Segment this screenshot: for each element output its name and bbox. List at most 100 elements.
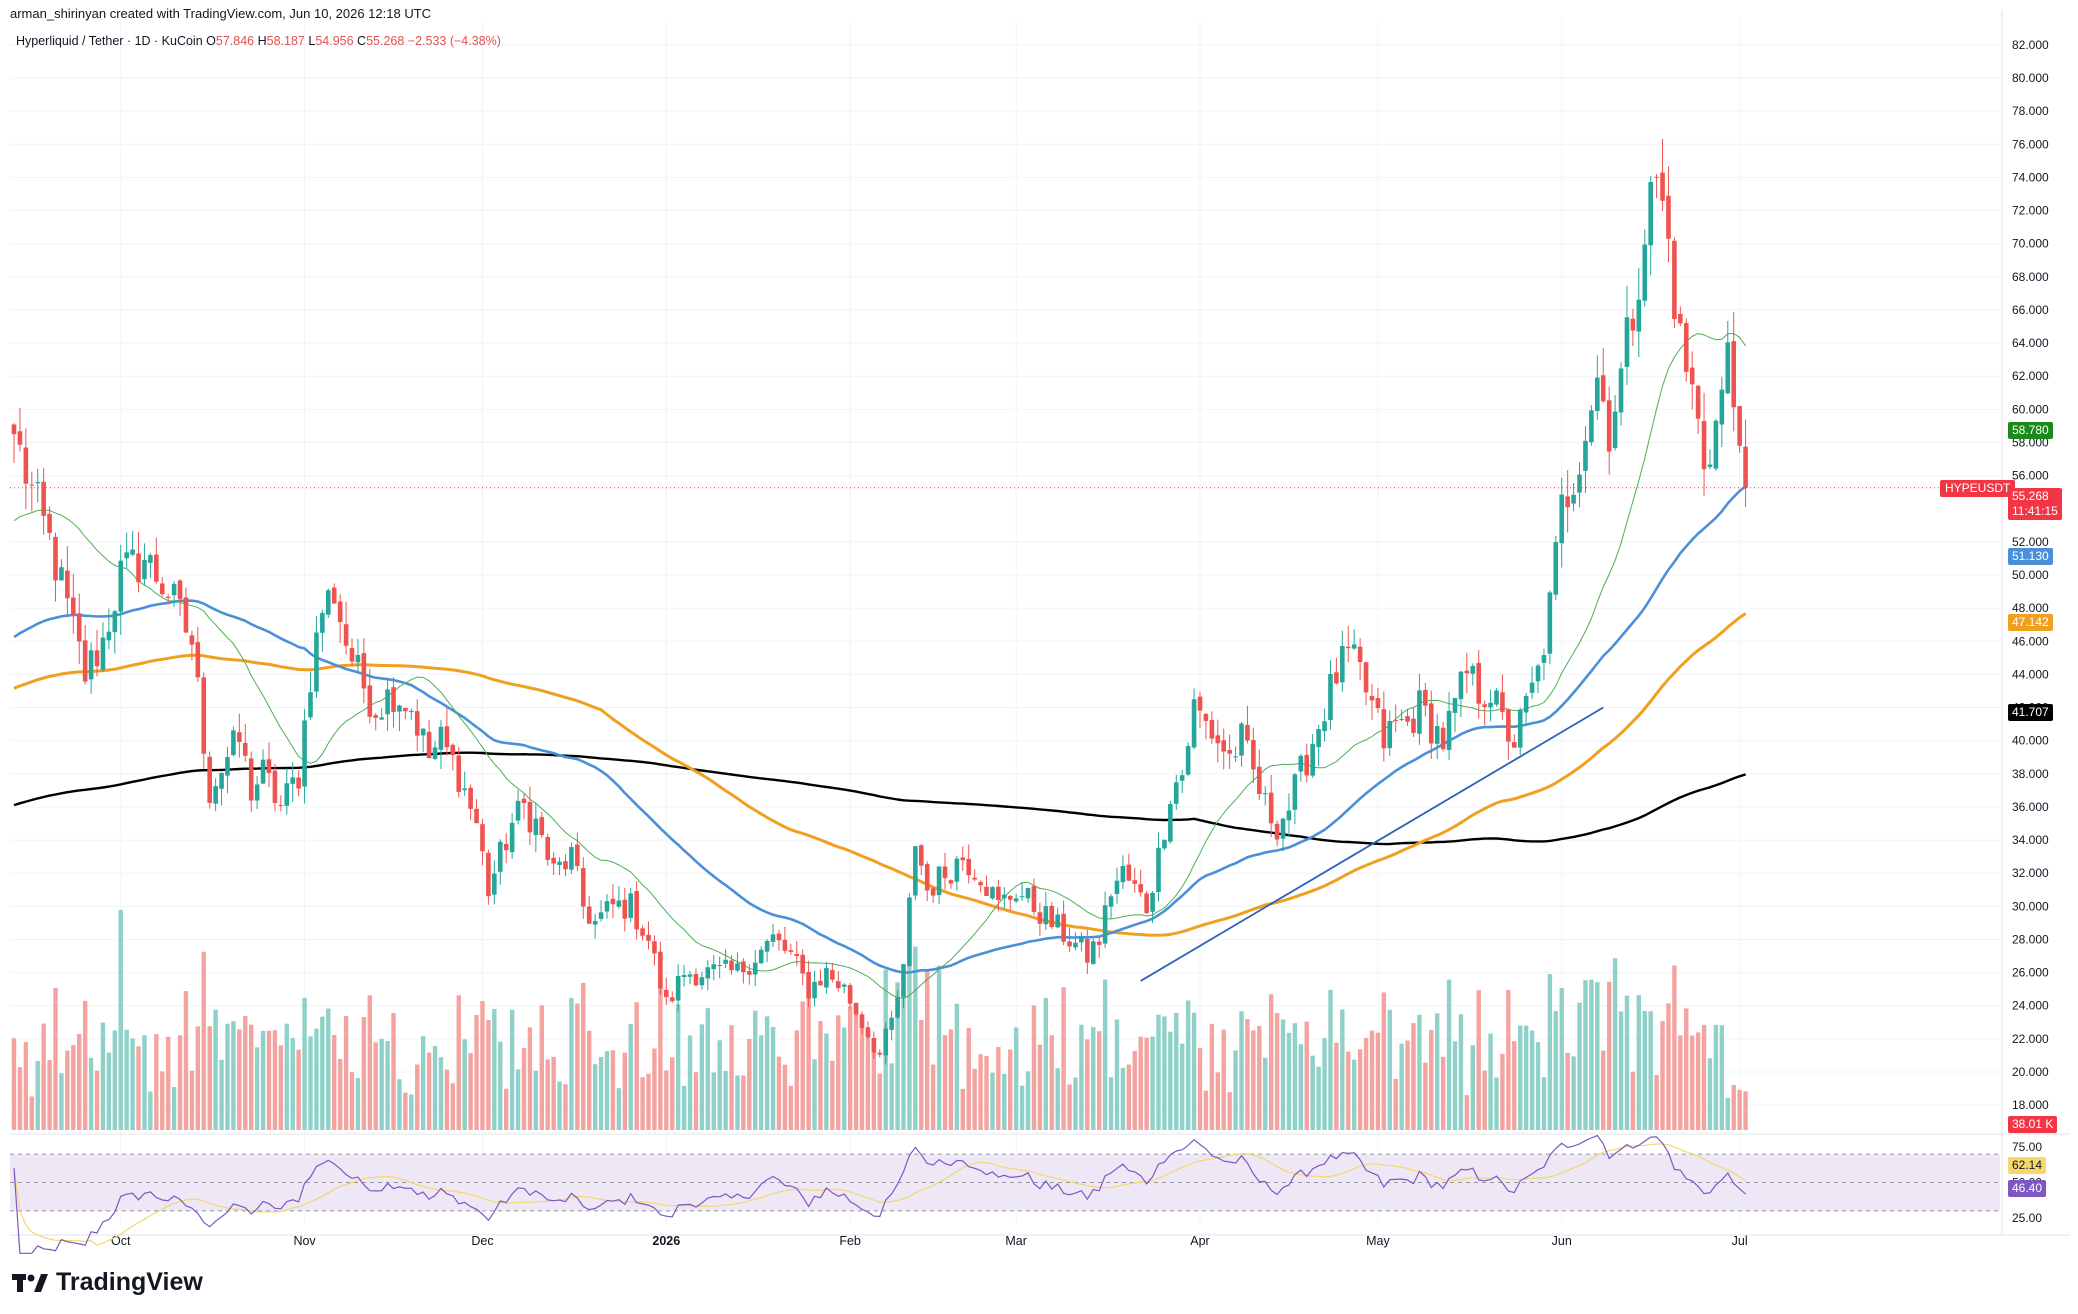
volume-bar [308,1036,313,1130]
price-tick-label: 44.000 [2012,667,2049,681]
candle-body [1002,894,1007,899]
volume-bar [1144,1037,1149,1130]
candle-body [325,590,331,615]
candle-body [628,893,634,918]
volume-bar [462,1039,467,1130]
candle [699,971,705,990]
candle-body [865,1027,871,1038]
volume-bar [581,982,586,1130]
volume-bar [278,1045,284,1130]
candle-body [231,730,236,756]
candle-body [741,961,746,973]
candle [818,969,823,986]
volume-bar [468,1053,473,1130]
candle-body [1672,240,1677,319]
ohlc-low: L54.956 [308,34,354,48]
candle [960,846,966,871]
candle-body [1108,896,1114,907]
volume-bar [1049,1035,1054,1130]
symbol-legend[interactable]: Hyperliquid / Tether · 1D · KuCoin O57.8… [16,34,501,48]
candle-body [1618,368,1624,413]
candle [1191,688,1197,749]
candle [1411,706,1416,737]
candle [1618,362,1624,426]
candle [1589,405,1594,446]
candle-body [966,858,972,876]
time-tick-label: Nov [293,1234,316,1248]
candle [539,811,545,838]
candle [367,668,373,724]
candle [1150,890,1155,923]
candle-body [1168,803,1173,842]
volume-bar [148,1091,153,1130]
candle-body [717,965,722,967]
price-tick-label: 62.000 [2012,369,2049,383]
volume-bar [1203,1090,1209,1130]
candle-body [1120,865,1126,883]
candle [1743,419,1748,507]
candle-body [652,941,657,954]
volume-bar [326,1008,331,1130]
volume-bar [420,1036,426,1130]
candle-body [331,587,337,604]
candle-body [705,967,711,979]
volume-bar [403,1092,408,1130]
candle-body [1055,914,1060,928]
volume-bar [1684,1008,1689,1130]
volume-bar [332,1035,337,1130]
candle [343,601,349,655]
volume-bar [1114,1019,1120,1130]
candle-body [1648,181,1653,246]
rsi-tick-label: 25.00 [2012,1211,2042,1225]
candle-body [1138,884,1143,893]
rsi-ma-line [13,1143,1746,1246]
candle-body [1642,244,1648,301]
candle-body [930,888,936,896]
candle [1322,708,1327,742]
price-tick-label: 66.000 [2012,303,2049,317]
candle-body [414,711,420,736]
candle [1340,630,1345,692]
volume-bar [640,1077,645,1130]
volume-bar [646,1073,651,1130]
candle [320,609,325,653]
candle [569,842,574,874]
symbol-name: Hyperliquid / Tether · 1D · KuCoin [16,34,203,48]
volume-bar [901,989,906,1130]
volume-bar [919,1019,924,1130]
volume-bar [272,1030,278,1130]
time-axis: Oct Nov Dec 2026 Feb Mar Apr May Jun Jul [111,1234,1748,1248]
volume-bar [486,1019,491,1130]
volume-bar [1251,1030,1256,1130]
candle [936,866,942,905]
candle-body [1304,754,1310,776]
candle-body [764,940,770,952]
volume-bar [735,1075,740,1130]
candle [1689,351,1695,410]
volume-bar [260,1030,266,1130]
volume-bar [842,1027,847,1130]
volume-bar [604,1051,610,1130]
candle [1731,311,1736,432]
candle-body [675,975,681,1001]
candle-body [646,934,651,941]
candle [397,704,402,732]
candle-body [1624,317,1630,367]
candle [1179,769,1185,794]
candle-body [207,756,212,803]
volume-bar [1191,1012,1197,1130]
candle-body [1464,670,1470,674]
volume-bar [1019,1085,1025,1130]
candle-body [1085,939,1090,963]
volume-bar [990,1072,995,1130]
candle-body [818,980,823,986]
tradingview-logo[interactable]: TradingView [12,1268,203,1297]
candle-body [100,637,106,670]
candle [225,746,230,794]
candle [889,1010,894,1041]
volume-bar [836,1015,841,1130]
candle-body [735,963,740,971]
volume-bar [699,1024,705,1130]
candle-body [1689,367,1695,385]
